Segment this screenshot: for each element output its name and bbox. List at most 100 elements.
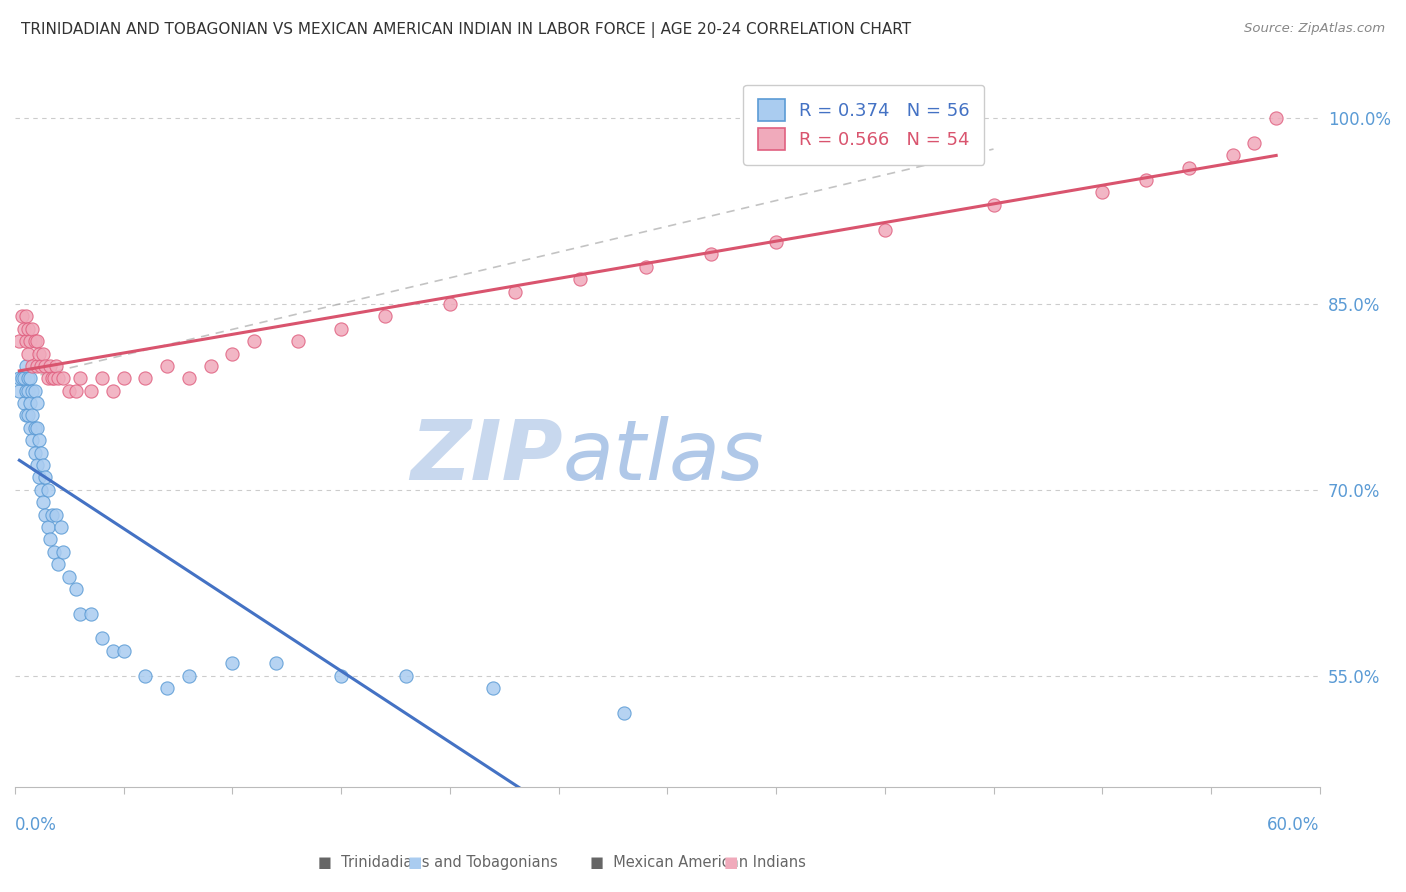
- Point: [34, 470, 56, 484]
- Point: [65, 582, 87, 596]
- Point: [32, 495, 55, 509]
- Point: [18, 396, 41, 410]
- Point: [41, 371, 63, 385]
- Point: [395, 668, 418, 682]
- Point: [765, 235, 787, 249]
- Point: [156, 681, 179, 695]
- Point: [80, 607, 103, 621]
- Point: [28, 470, 51, 484]
- Point: [17, 409, 39, 423]
- Point: [25, 396, 48, 410]
- Point: [17, 346, 39, 360]
- Point: [112, 644, 135, 658]
- Point: [69, 371, 91, 385]
- Point: [49, 520, 72, 534]
- Point: [1265, 111, 1288, 125]
- Point: [48, 557, 70, 571]
- Point: [21, 322, 44, 336]
- Point: [18, 371, 41, 385]
- Text: 60.0%: 60.0%: [1267, 816, 1320, 834]
- Point: [569, 272, 592, 286]
- Point: [14, 334, 37, 348]
- Point: [264, 657, 287, 671]
- Point: [65, 384, 87, 398]
- Point: [156, 359, 179, 373]
- Point: [21, 434, 44, 448]
- Point: [101, 384, 124, 398]
- Point: [24, 334, 46, 348]
- Point: [287, 334, 309, 348]
- Point: [45, 359, 67, 373]
- Point: [24, 384, 46, 398]
- Point: [14, 409, 37, 423]
- Point: [439, 297, 461, 311]
- Point: [330, 668, 353, 682]
- Point: [58, 569, 80, 583]
- Point: [374, 310, 396, 324]
- Point: [177, 668, 200, 682]
- Point: [101, 644, 124, 658]
- Point: [221, 346, 243, 360]
- Text: ■: ■: [408, 855, 422, 870]
- Point: [37, 520, 59, 534]
- Point: [1222, 148, 1244, 162]
- Point: [30, 483, 52, 497]
- Point: [91, 371, 114, 385]
- Point: [200, 359, 222, 373]
- Text: 0.0%: 0.0%: [15, 816, 56, 834]
- Point: [134, 668, 156, 682]
- Point: [983, 198, 1005, 212]
- Point: [48, 371, 70, 385]
- Point: [13, 322, 35, 336]
- Point: [34, 359, 56, 373]
- Text: atlas: atlas: [562, 416, 765, 497]
- Legend: R = 0.374   N = 56, R = 0.566   N = 54: R = 0.374 N = 56, R = 0.566 N = 54: [744, 85, 984, 165]
- Point: [37, 483, 59, 497]
- Point: [18, 334, 41, 348]
- Text: TRINIDADIAN AND TOBAGONIAN VS MEXICAN AMERICAN INDIAN IN LABOR FORCE | AGE 20-24: TRINIDADIAN AND TOBAGONIAN VS MEXICAN AM…: [21, 22, 911, 38]
- Point: [503, 285, 526, 299]
- Point: [32, 346, 55, 360]
- Point: [1135, 173, 1157, 187]
- Point: [28, 434, 51, 448]
- Point: [221, 657, 243, 671]
- Point: [38, 533, 60, 547]
- Point: [14, 310, 37, 324]
- Point: [613, 706, 636, 720]
- Point: [91, 632, 114, 646]
- Point: [873, 222, 896, 236]
- Point: [25, 359, 48, 373]
- Point: [14, 359, 37, 373]
- Point: [482, 681, 505, 695]
- Point: [21, 384, 44, 398]
- Point: [8, 371, 31, 385]
- Point: [25, 421, 48, 435]
- Point: [8, 334, 31, 348]
- Point: [134, 371, 156, 385]
- Point: [69, 607, 91, 621]
- Point: [17, 322, 39, 336]
- Point: [1091, 186, 1114, 200]
- Point: [112, 371, 135, 385]
- Point: [30, 445, 52, 459]
- Point: [177, 371, 200, 385]
- Point: [24, 445, 46, 459]
- Point: [34, 508, 56, 522]
- Point: [10, 371, 32, 385]
- Point: [13, 371, 35, 385]
- Point: [21, 359, 44, 373]
- Point: [14, 384, 37, 398]
- Point: [25, 334, 48, 348]
- Text: ZIP: ZIP: [411, 416, 562, 497]
- Point: [700, 247, 723, 261]
- Point: [24, 421, 46, 435]
- Point: [44, 545, 66, 559]
- Point: [18, 421, 41, 435]
- Text: ■: ■: [724, 855, 738, 870]
- Point: [44, 371, 66, 385]
- Point: [45, 508, 67, 522]
- Text: ■  Trinidadians and Tobagonians       ■  Mexican American Indians: ■ Trinidadians and Tobagonians ■ Mexican…: [319, 855, 806, 870]
- Text: Source: ZipAtlas.com: Source: ZipAtlas.com: [1244, 22, 1385, 36]
- Point: [32, 458, 55, 472]
- Point: [10, 310, 32, 324]
